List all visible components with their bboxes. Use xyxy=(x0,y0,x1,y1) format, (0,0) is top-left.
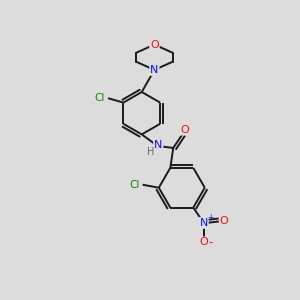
Text: O: O xyxy=(150,40,159,50)
Text: N: N xyxy=(200,218,208,228)
Text: -: - xyxy=(208,236,212,249)
Text: O: O xyxy=(220,216,229,226)
Text: +: + xyxy=(207,213,213,222)
Text: Cl: Cl xyxy=(129,180,140,190)
Text: O: O xyxy=(180,125,189,135)
Text: H: H xyxy=(147,147,154,157)
Text: O: O xyxy=(199,237,208,247)
Text: N: N xyxy=(150,65,159,75)
Text: Cl: Cl xyxy=(94,93,105,103)
Text: N: N xyxy=(154,140,162,150)
